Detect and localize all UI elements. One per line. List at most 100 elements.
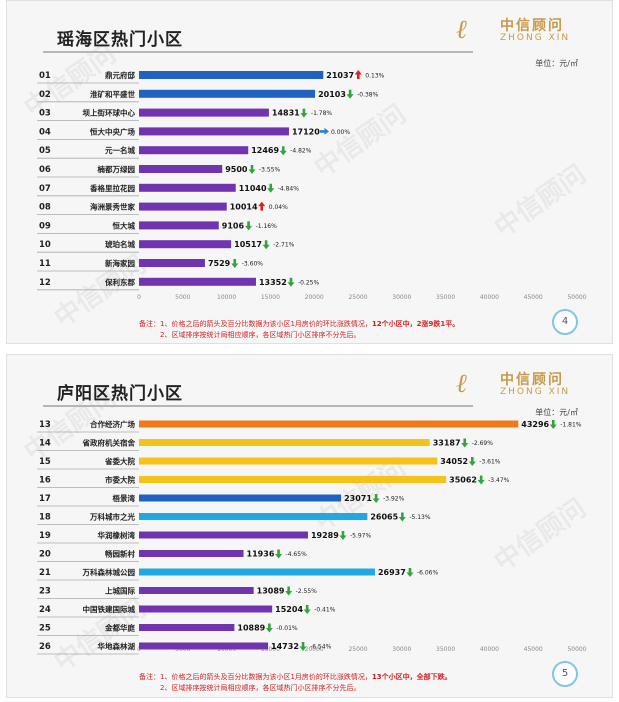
rank-label: 01 <box>39 71 51 81</box>
up-arrow-icon <box>354 70 362 79</box>
right-arrow-icon <box>319 127 329 135</box>
change-label: -4.82% <box>290 148 312 155</box>
unit-label: 单位：元/㎡ <box>535 408 578 417</box>
note-text-1b: 12个小区中，2涨9跌1平。 <box>371 320 460 328</box>
down-arrow-icon <box>477 475 485 485</box>
bar <box>139 108 269 117</box>
bar <box>139 568 375 576</box>
rank-label: 20 <box>39 550 51 560</box>
down-arrow-icon <box>231 259 239 268</box>
x-tick-label: 15000 <box>261 294 280 301</box>
category-label: 省政府机关宿舍 <box>82 438 136 448</box>
slide-title: 瑶海区热门小区 <box>57 30 183 50</box>
down-arrow-icon <box>285 586 293 596</box>
note-prefix: 备注： <box>139 673 160 681</box>
category-label: 鼎元府邸 <box>105 70 135 80</box>
change-label: -6.06% <box>417 570 439 577</box>
down-arrow-icon <box>398 512 406 522</box>
down-arrow-icon <box>248 165 256 174</box>
title-underline <box>43 405 473 407</box>
category-label: 万科城市之光 <box>89 512 135 522</box>
x-tick-label: 10000 <box>217 294 236 301</box>
category-label: 楠都万绿园 <box>97 164 136 174</box>
bar <box>139 183 236 192</box>
bar-chart-yaohai: 0 5000 10000 15000 20000 25000 30000 35000 40000… <box>37 70 587 301</box>
rank-label: 19 <box>39 531 51 541</box>
rank-label: 25 <box>39 624 51 634</box>
rank-label: 07 <box>39 184 51 194</box>
value-label: 35062 <box>449 476 477 485</box>
category-label: 元一名城 <box>105 145 135 155</box>
rank-label: 26 <box>39 642 51 652</box>
note: 备注：1、价格之后的箭头及百分比数据为该小区1月房价的环比涨跌情况，13个小区中… <box>139 672 452 694</box>
value-label: 21037 <box>326 71 354 80</box>
note: 备注：1、价格之后的箭头及百分比数据为该小区1月房价的环比涨跌情况，12个小区中… <box>139 319 459 341</box>
change-label: -1.78% <box>311 110 333 117</box>
logo-cn: 中信顾问 <box>500 372 564 388</box>
change-label: -0.38% <box>357 91 379 98</box>
category-label: 中国铁建国际城 <box>83 604 136 614</box>
value-label: 26937 <box>378 568 406 577</box>
down-arrow-icon <box>468 457 476 466</box>
category-label: 万科森林城公园 <box>82 567 136 577</box>
value-label: 14732 <box>271 642 299 651</box>
change-label: -3.55% <box>259 167 281 174</box>
change-label: -3.61% <box>479 459 501 466</box>
logo-cn: 中信顾问 <box>500 18 564 34</box>
value-label: 10014 <box>230 203 258 212</box>
down-arrow-icon <box>275 549 283 559</box>
change-label: -0.41% <box>314 607 336 614</box>
rank-label: 15 <box>39 457 51 467</box>
change-label: -3.92% <box>383 496 405 503</box>
x-tick-label: 15000 <box>261 646 280 653</box>
down-arrow-icon <box>406 568 414 577</box>
company-logo: ℓ 中信顾问 ZHONG XIN <box>450 367 590 405</box>
note-line-1: 备注：1、价格之后的箭头及百分比数据为该小区1月房价的环比涨跌情况，12个小区中… <box>139 319 459 330</box>
change-label: -5.13% <box>409 514 431 521</box>
down-arrow-icon <box>339 531 347 540</box>
x-tick-label: 35000 <box>436 646 455 653</box>
down-arrow-icon <box>461 438 469 448</box>
note-text-1b: 13个小区中，全部下跌。 <box>371 673 452 681</box>
bar <box>139 457 438 465</box>
down-arrow-icon <box>549 420 557 429</box>
change-label: 0.04% <box>269 204 288 211</box>
note-line-2: 2、区域排序按统计局相应顺序，各区域热门小区排序不分先后。 <box>160 684 361 692</box>
x-tick-label: 25000 <box>348 294 367 301</box>
category-label: 坝上街环球中心 <box>83 108 136 118</box>
note-line-1: 备注：1、价格之后的箭头及百分比数据为该小区1月房价的环比涨跌情况，13个小区中… <box>139 672 452 683</box>
value-label: 34052 <box>440 457 468 466</box>
x-tick-label: 5000 <box>175 294 190 301</box>
bar <box>139 127 289 136</box>
x-tick-label: 50000 <box>567 646 586 653</box>
category-label: 华润橡树湾 <box>98 530 136 540</box>
rank-label: 18 <box>39 513 51 523</box>
bar <box>139 642 269 650</box>
down-arrow-icon <box>287 277 295 287</box>
bar <box>139 550 244 557</box>
down-arrow-icon <box>267 183 275 193</box>
x-tick-label: 0 <box>137 294 141 301</box>
bar <box>139 165 223 173</box>
rank-label: 24 <box>39 605 51 615</box>
bar <box>139 240 232 249</box>
value-label: 11040 <box>239 184 267 193</box>
bar <box>139 71 324 79</box>
bar <box>139 259 205 267</box>
up-arrow-icon <box>258 201 266 211</box>
bar-chart-luyang: 0500010000150002000025000300003500040000… <box>37 419 587 655</box>
rank-label: 23 <box>39 587 51 597</box>
category-label: 梧景湾 <box>113 493 136 503</box>
rank-label: 17 <box>39 494 51 504</box>
bar <box>139 277 256 286</box>
down-arrow-icon <box>346 89 354 99</box>
bar <box>139 531 308 539</box>
category-label: 合作经济广场 <box>90 419 135 429</box>
change-label: -2.55% <box>296 588 318 595</box>
rank-label: 04 <box>39 127 51 137</box>
value-label: 15204 <box>275 605 303 614</box>
rank-label: 11 <box>39 259 51 269</box>
logo-en: ZHONG XIN <box>500 33 571 43</box>
category-label: 恒大城 <box>113 220 136 230</box>
bar <box>139 587 254 594</box>
